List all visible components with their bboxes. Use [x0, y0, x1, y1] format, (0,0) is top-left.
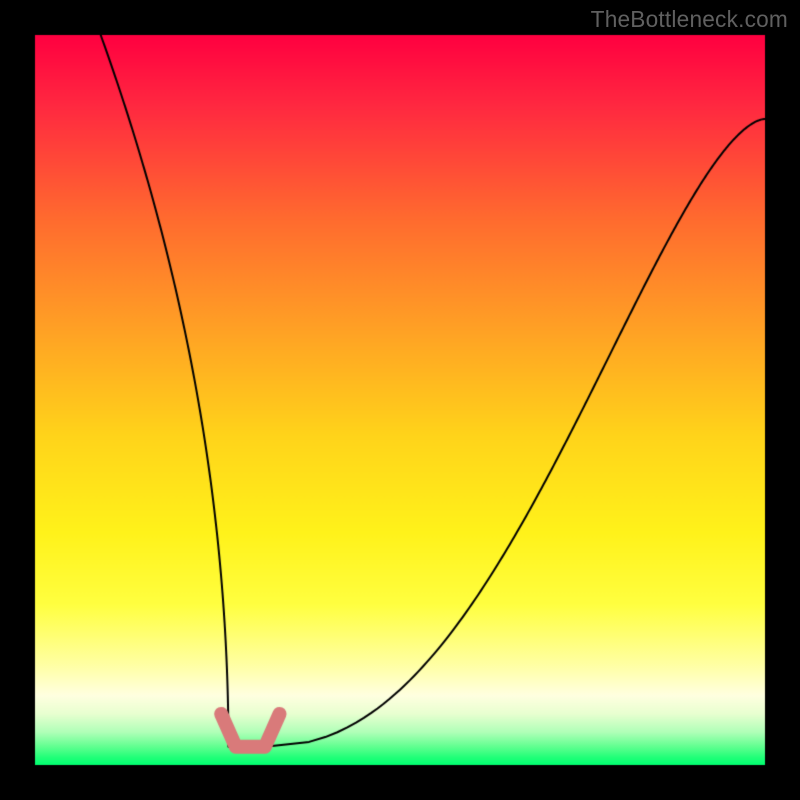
bottleneck-chart — [0, 0, 800, 800]
watermark-text: TheBottleneck.com — [591, 6, 788, 33]
